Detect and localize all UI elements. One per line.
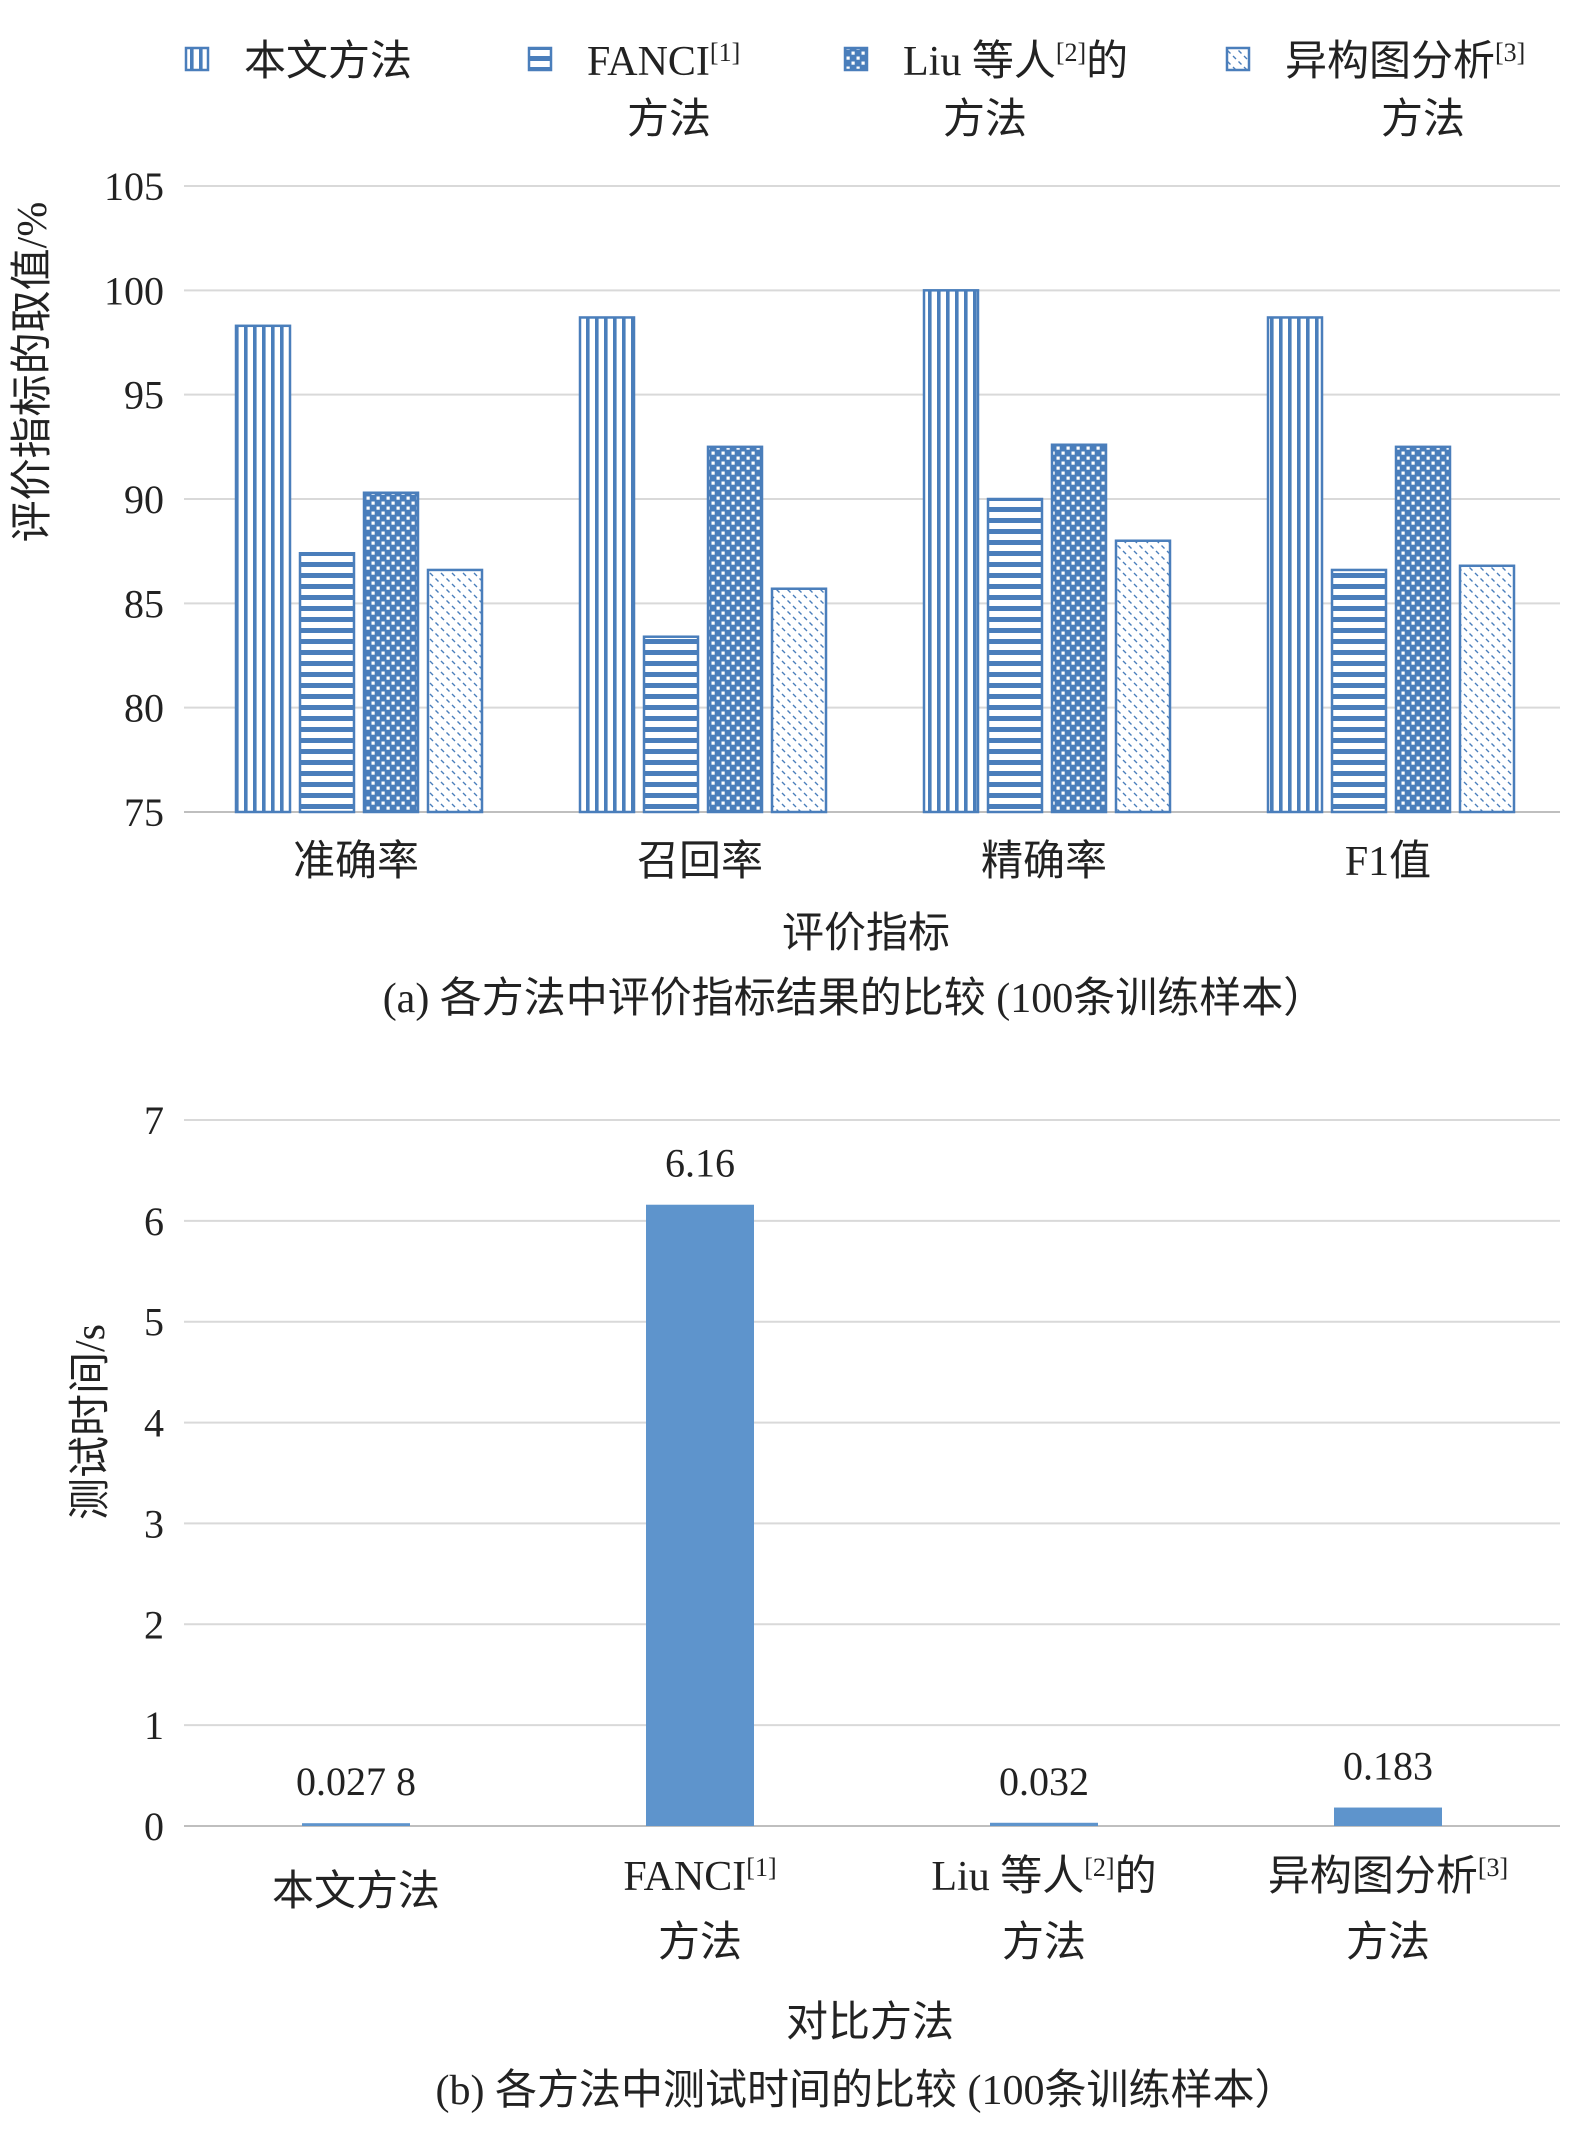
chart-a-legend-label: FANCI[1] bbox=[587, 38, 740, 86]
chart-a-y-tick-label: 105 bbox=[104, 164, 164, 209]
chart-b-y-tick-label: 2 bbox=[144, 1602, 164, 1647]
chart-b-ylabel: 测试时间/s bbox=[68, 1324, 114, 1520]
chart-a-bar bbox=[298, 552, 356, 814]
chart-b-y-tick-label: 5 bbox=[144, 1300, 164, 1345]
chart-b-x-tick-label: Liu 等人[2]的 bbox=[931, 1853, 1156, 1901]
chart-b-data-label: 0.032 bbox=[999, 1759, 1089, 1804]
chart-b-x-tick-label-line2: 方法 bbox=[658, 1920, 742, 1966]
chart-a-y-tick-label: 80 bbox=[124, 686, 164, 731]
chart-b-bar bbox=[990, 1822, 1098, 1826]
chart-b-y-tick-label: 7 bbox=[144, 1098, 164, 1143]
chart-b-y-tick-labels: 0 1 2 3 4 5 6 7 bbox=[144, 1098, 164, 1849]
chart-a-bar bbox=[922, 289, 980, 814]
chart-a-legend-label-line2: 方法 bbox=[627, 97, 711, 143]
chart-b-data-labels: 0.027 8 6.16 0.032 0.183 bbox=[296, 1141, 1433, 1804]
chart-b-caption: (b) 各方法中测试时间的比较 (100条训练样本） bbox=[436, 2067, 1297, 2114]
chart-b-bar bbox=[646, 1204, 754, 1826]
chart-b: 0 1 2 3 4 5 6 7 0.027 8 6.16 0.032 0.183 本文方法 FANCI… bbox=[68, 1098, 1560, 2114]
chart-a-ylabel: 评价指标的取值/% bbox=[10, 202, 56, 543]
chart-b-bars bbox=[302, 1204, 1442, 1826]
chart-a-bar bbox=[706, 445, 764, 814]
chart-a-x-tick-label: 精确率 bbox=[981, 838, 1107, 885]
chart-a-bar bbox=[770, 587, 828, 814]
chart-a-legend-label-line2: 方法 bbox=[1381, 97, 1465, 143]
chart-b-xlabel: 对比方法 bbox=[786, 2000, 954, 2046]
chart-a-y-tick-labels: 75 80 85 90 95 100 105 bbox=[104, 164, 164, 835]
chart-a-y-tick-label: 90 bbox=[124, 477, 164, 522]
chart-a-x-tick-labels: 准确率 召回率 精确率 F1值 bbox=[293, 838, 1431, 885]
chart-a-bar bbox=[642, 635, 700, 814]
chart-a-bars bbox=[234, 289, 1516, 814]
chart-a-legend-item: 异构图分析[3] 方法 bbox=[1225, 38, 1525, 143]
chart-a-caption: (a) 各方法中评价指标结果的比较 (100条训练样本） bbox=[383, 975, 1326, 1022]
chart-a-legend-item: 本文方法 bbox=[184, 38, 412, 85]
chart-b-y-tick-label: 6 bbox=[144, 1199, 164, 1244]
chart-b-x-tick-label: 本文方法 bbox=[272, 1868, 440, 1915]
chart-a-bar bbox=[1394, 445, 1452, 814]
chart-a-legend-label-line2: 方法 bbox=[943, 97, 1027, 143]
chart-a-legend-swatch bbox=[527, 46, 553, 72]
chart-b-data-label: 0.183 bbox=[1343, 1744, 1433, 1789]
chart-a-legend-label: 异构图分析[3] bbox=[1285, 38, 1525, 86]
chart-a-bar bbox=[426, 568, 484, 814]
chart-b-x-tick-label: 异构图分析[3] bbox=[1268, 1853, 1508, 1901]
chart-a-bar bbox=[578, 316, 636, 814]
chart-a-bar bbox=[234, 324, 292, 814]
chart-b-data-label: 0.027 8 bbox=[296, 1759, 416, 1804]
chart-a-bar bbox=[1330, 568, 1388, 814]
chart-b-data-label: 6.16 bbox=[665, 1141, 735, 1186]
chart-a-x-tick-label: 准确率 bbox=[293, 838, 419, 885]
chart-b-y-tick-label: 3 bbox=[144, 1501, 164, 1546]
chart-b-y-tick-label: 4 bbox=[144, 1401, 164, 1446]
chart-a-legend-item: Liu 等人[2]的方法 bbox=[843, 38, 1128, 143]
chart-a-legend-item: FANCI[1] 方法 bbox=[527, 38, 740, 143]
chart-a-bar bbox=[1266, 316, 1324, 814]
chart-a-y-tick-label: 100 bbox=[104, 268, 164, 313]
chart-a-bar bbox=[362, 491, 420, 814]
chart-a-legend-label: 本文方法 bbox=[244, 38, 412, 85]
chart-a-x-tick-label: F1值 bbox=[1345, 839, 1431, 885]
chart-a-y-tick-label: 85 bbox=[124, 581, 164, 626]
chart-a-legend-label: Liu 等人[2]的 bbox=[903, 38, 1128, 86]
chart-b-y-tick-label: 0 bbox=[144, 1804, 164, 1849]
chart-b-y-tick-label: 1 bbox=[144, 1703, 164, 1748]
chart-b-x-tick-label: FANCI[1] bbox=[623, 1853, 776, 1901]
chart-b-x-tick-label-line2: 方法 bbox=[1002, 1920, 1086, 1966]
chart-a-legend-swatch bbox=[843, 46, 869, 72]
chart-a-xlabel: 评价指标 bbox=[782, 911, 950, 957]
chart-a-legend-swatch bbox=[184, 46, 210, 72]
chart-a-bar bbox=[1050, 443, 1108, 814]
chart-a-bar bbox=[1458, 564, 1516, 814]
chart-a-bar bbox=[986, 497, 1044, 814]
chart-a-bar bbox=[1114, 539, 1172, 814]
chart-b-bar bbox=[1334, 1807, 1442, 1826]
chart-b-x-tick-label-line2: 方法 bbox=[1346, 1920, 1430, 1966]
chart-a-y-tick-label: 75 bbox=[124, 790, 164, 835]
chart-b-gridlines bbox=[184, 1119, 1560, 1827]
chart-a-y-tick-label: 95 bbox=[124, 373, 164, 418]
chart-a-legend-swatch bbox=[1225, 46, 1251, 72]
chart-a-x-tick-label: 召回率 bbox=[637, 838, 763, 885]
chart-b-bar bbox=[302, 1823, 410, 1826]
